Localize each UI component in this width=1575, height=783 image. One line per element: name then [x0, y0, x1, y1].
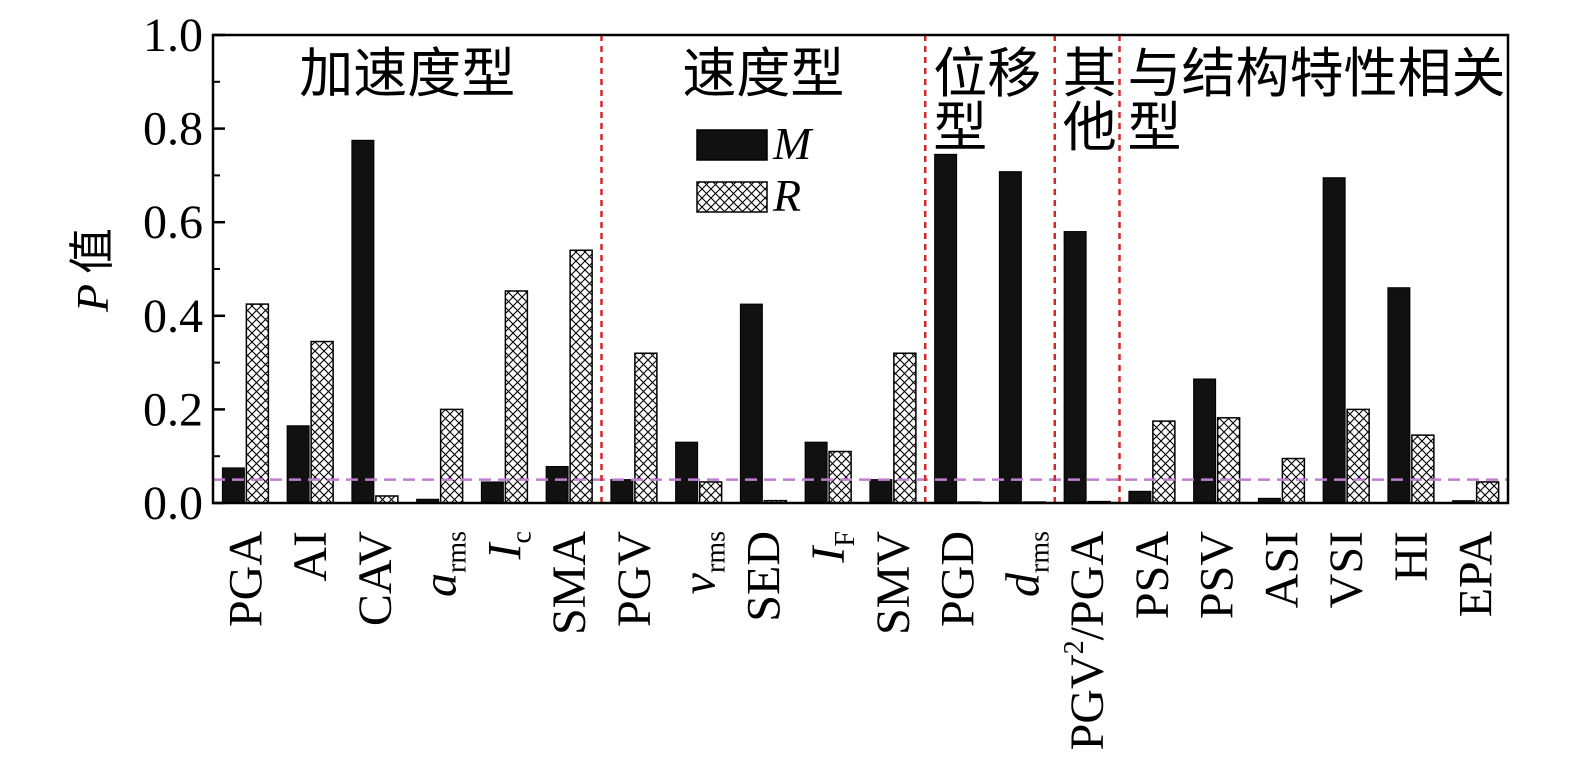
bar-M-9 [804, 441, 828, 504]
legend-label-M: M [772, 118, 814, 169]
bar-M-1 [286, 425, 310, 504]
bar-M-11 [934, 153, 958, 504]
bar-M-18 [1387, 287, 1411, 504]
x-tick-label-6: PGV [608, 531, 661, 627]
bars-layer [221, 139, 1500, 504]
axes-layer: 0.0 0.2 0.4 0.6 0.8 1.0 [143, 9, 1510, 530]
x-tick-label-12: drms [996, 531, 1055, 597]
y-tick-label-2: 0.4 [143, 290, 203, 343]
bar-R-5 [569, 249, 593, 504]
bar-R-15 [1216, 417, 1241, 504]
bar-M-13 [1063, 231, 1087, 504]
bar-M-14 [1128, 490, 1152, 504]
group-label-0: 加速度型 [299, 44, 515, 104]
group-label-1: 速度型 [682, 44, 844, 104]
x-tick-label-11: PGD [932, 531, 985, 627]
x-tick-label-4: Ic [478, 531, 537, 560]
group-label-4: 与结构特性相关型 [1128, 44, 1506, 158]
y-axis-label-symbol: P [67, 284, 118, 313]
group-dividers [600, 35, 1121, 503]
legend: MR [696, 118, 814, 221]
x-tick-label-19: EPA [1450, 531, 1503, 618]
x-tick-label-10: SMV [867, 531, 920, 635]
bar-R-9 [828, 450, 852, 504]
bar-R-4 [504, 290, 529, 504]
x-tick-label-17: VSI [1320, 531, 1373, 608]
y-tick-label-1: 0.2 [143, 383, 203, 436]
x-tick-label-5: SMA [543, 531, 596, 635]
y-tick-label-4: 0.8 [143, 103, 203, 156]
bar-R-0 [245, 303, 270, 504]
x-tick-label-8: SED [737, 531, 790, 622]
bar-R-18 [1411, 434, 1435, 504]
legend-label-R: R [772, 170, 801, 221]
x-tick-label-13: PGV2/PGA [1059, 531, 1114, 751]
x-tick-label-2: CAV [349, 531, 402, 626]
bar-M-5 [545, 465, 569, 504]
y-tick-label-5: 1.0 [143, 9, 203, 62]
y-tick-label-0: 0.0 [143, 477, 203, 530]
x-tick-label-15: PSV [1191, 531, 1244, 619]
x-tick-label-0: PGA [219, 531, 272, 627]
bar-R-3 [439, 408, 464, 504]
bar-M-7 [675, 441, 699, 504]
y-tick-label-3: 0.6 [143, 196, 203, 249]
bar-M-4 [480, 481, 504, 504]
x-tick-label-14: PSA [1126, 531, 1179, 619]
bar-M-10 [869, 479, 893, 504]
bar-M-8 [739, 303, 763, 504]
legend-swatch-R [696, 181, 768, 213]
bar-M-2 [351, 139, 375, 504]
y-axis-label: P值 [67, 228, 118, 313]
x-tick-labels: PGA AI CAV arms Ic SMA PGV vrms SED IF SMV PGD drmsP… [219, 531, 1502, 751]
y-axis-label-suffix: 值 [67, 228, 118, 274]
x-tick-label-9: IF [802, 531, 861, 564]
plot-frame [211, 33, 1510, 505]
bar-M-15 [1193, 378, 1217, 504]
x-tick-label-1: AI [284, 531, 337, 582]
bar-R-7 [698, 481, 723, 504]
x-tick-label-16: ASI [1255, 531, 1308, 608]
x-tick-label-18: HI [1385, 531, 1438, 582]
bar-M-6 [610, 479, 634, 504]
bar-R-19 [1475, 481, 1500, 504]
bar-R-14 [1152, 420, 1176, 504]
x-tick-label-3: arms [414, 531, 473, 597]
x-tick-label-7: vrms [673, 531, 732, 594]
legend-swatch-M [696, 129, 768, 161]
bar-M-0 [221, 467, 245, 504]
group-label-2: 位移型 [933, 44, 1041, 158]
bar-M-17 [1322, 177, 1346, 504]
bar-M-12 [998, 171, 1022, 504]
group-label-3: 其他 [1063, 44, 1117, 158]
bar-R-17 [1346, 408, 1370, 504]
